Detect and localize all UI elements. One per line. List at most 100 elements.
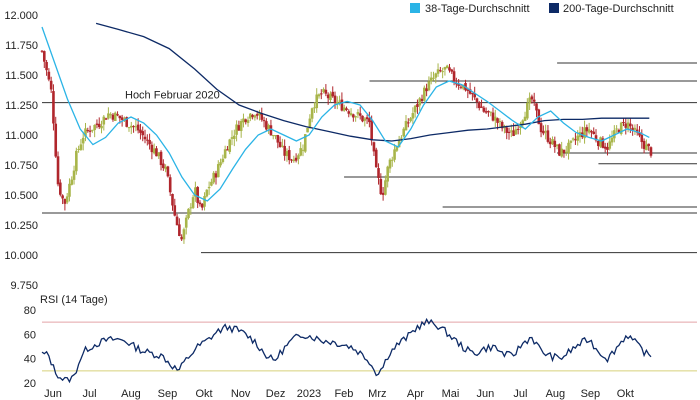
rsi-tick-label: 20 bbox=[24, 378, 36, 390]
candle-body bbox=[514, 129, 518, 135]
candle-body bbox=[338, 100, 341, 102]
candle-body bbox=[548, 141, 552, 145]
candle-body bbox=[532, 99, 536, 102]
candle-body bbox=[406, 122, 410, 124]
candle-body bbox=[388, 159, 392, 169]
candle-body bbox=[377, 168, 380, 178]
candle-body bbox=[445, 65, 449, 69]
candle-body bbox=[491, 112, 495, 121]
candle-body bbox=[610, 137, 614, 143]
candle-body bbox=[70, 179, 74, 185]
candle-body bbox=[191, 197, 195, 208]
candle-body bbox=[587, 129, 591, 133]
x-axis-ticks: Jun Jul Aug Sep Okt Nov Dez 2023 Feb Mrz Apr Mai Jun… bbox=[44, 388, 634, 400]
rsi-title: RSI (14 Tage) bbox=[40, 294, 108, 306]
candle-body bbox=[649, 147, 653, 156]
candle-body bbox=[365, 117, 369, 120]
candle-body bbox=[507, 131, 511, 133]
x-tick-label: Aug bbox=[546, 388, 566, 400]
candle-body bbox=[77, 148, 80, 150]
candle-body bbox=[368, 118, 371, 123]
candle-body bbox=[434, 73, 438, 78]
candle-body bbox=[196, 187, 199, 203]
candle-body bbox=[150, 144, 154, 153]
candle-body bbox=[432, 77, 435, 79]
candle-body bbox=[173, 205, 177, 216]
candle-body bbox=[619, 122, 623, 135]
candle-body bbox=[207, 186, 211, 189]
candle-body bbox=[292, 159, 296, 162]
candle-body bbox=[345, 108, 348, 111]
candle-body bbox=[157, 152, 161, 157]
rsi-line bbox=[41, 317, 652, 384]
x-tick-label: Sep bbox=[581, 388, 601, 400]
candle-body bbox=[370, 120, 373, 141]
candle-body bbox=[125, 117, 129, 127]
candle-body bbox=[326, 94, 330, 99]
candle-body bbox=[384, 180, 387, 195]
candle-body bbox=[100, 125, 103, 129]
candle-body bbox=[262, 120, 266, 122]
candle-body bbox=[404, 121, 408, 131]
candle-body bbox=[448, 67, 451, 71]
price-tick-label: 10.750 bbox=[4, 160, 38, 172]
legend: 38-Tage-Durchschnitt 200-Tage-Durchschni… bbox=[410, 3, 674, 15]
candle-body bbox=[162, 163, 165, 169]
candle-body bbox=[439, 70, 442, 72]
candle-body bbox=[159, 151, 163, 166]
candle-body bbox=[594, 135, 598, 141]
x-tick-label: Nov bbox=[231, 388, 251, 400]
candle-body bbox=[97, 123, 101, 128]
candle-body bbox=[441, 71, 444, 73]
price-tick-label: 10.000 bbox=[4, 250, 38, 262]
candle-body bbox=[180, 236, 183, 240]
candle-body bbox=[631, 127, 634, 131]
candle-body bbox=[141, 131, 145, 136]
candle-body bbox=[47, 71, 51, 80]
candle-body bbox=[219, 162, 222, 166]
candle-body bbox=[484, 111, 488, 113]
candle-body bbox=[395, 146, 399, 151]
candle-body bbox=[633, 127, 637, 130]
candle-body bbox=[104, 118, 108, 120]
x-tick-label: Jun bbox=[477, 388, 495, 400]
price-tick-label: 11.500 bbox=[5, 70, 38, 82]
x-tick-label: Okt bbox=[195, 388, 212, 400]
candle-body bbox=[91, 129, 94, 131]
candle-body bbox=[331, 91, 335, 97]
candle-body bbox=[546, 130, 550, 142]
candle-body bbox=[146, 139, 149, 141]
candle-body bbox=[120, 117, 124, 120]
candle-body bbox=[308, 118, 312, 128]
candle-body bbox=[638, 132, 641, 136]
candle-body bbox=[175, 216, 179, 226]
candle-body bbox=[402, 128, 406, 137]
candle-body bbox=[560, 148, 563, 157]
candle-body bbox=[510, 130, 513, 132]
candle-body bbox=[418, 98, 422, 106]
candle-body bbox=[68, 183, 71, 197]
candle-body bbox=[613, 130, 616, 139]
candle-body bbox=[168, 177, 172, 193]
candle-body bbox=[294, 157, 298, 161]
candlesticks bbox=[40, 49, 653, 244]
x-tick-label: 2023 bbox=[297, 388, 321, 400]
candle-body bbox=[242, 118, 245, 123]
candle-body bbox=[258, 112, 261, 116]
candle-body bbox=[358, 113, 362, 116]
candle-body bbox=[420, 98, 424, 102]
candle-body bbox=[212, 172, 215, 183]
candle-body bbox=[123, 118, 126, 120]
candle-body bbox=[622, 121, 625, 123]
candle-body bbox=[571, 138, 575, 140]
candle-body bbox=[450, 69, 454, 72]
price-tick-label: 10.250 bbox=[4, 220, 38, 232]
candle-body bbox=[65, 196, 69, 203]
candle-body bbox=[409, 118, 412, 122]
candle-body bbox=[381, 192, 385, 195]
price-tick-label: 11.000 bbox=[5, 130, 38, 142]
candle-body bbox=[411, 113, 415, 119]
candle-body bbox=[42, 51, 46, 62]
candle-body bbox=[645, 144, 648, 151]
